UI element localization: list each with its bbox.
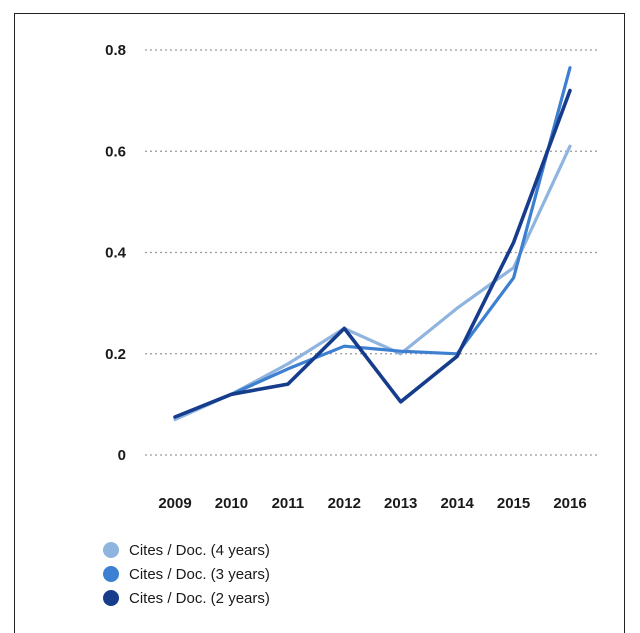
y-tick-label: 0.8 xyxy=(105,42,126,59)
x-tick-label: 2012 xyxy=(328,495,361,512)
x-tick-label: 2013 xyxy=(384,495,417,512)
legend-item: Cites / Doc. (2 years) xyxy=(103,586,403,610)
x-tick-label: 2009 xyxy=(158,495,191,512)
x-tick-label: 2015 xyxy=(497,495,530,512)
x-axis-ticks: 2009 2010 2011 2012 2013 2014 2015 2016 xyxy=(158,495,586,512)
chart-legend: Cites / Doc. (4 years) Cites / Doc. (3 ye… xyxy=(103,538,403,610)
x-tick-label: 2010 xyxy=(215,495,248,512)
x-tick-label: 2014 xyxy=(440,495,474,512)
y-axis-ticks: 0 0.2 0.4 0.6 0.8 xyxy=(105,42,127,464)
y-tick-label: 0.6 xyxy=(105,143,126,160)
x-tick-label: 2011 xyxy=(272,495,305,512)
legend-label: Cites / Doc. (3 years) xyxy=(129,566,270,583)
grid-lines xyxy=(145,50,598,455)
legend-label: Cites / Doc. (2 years) xyxy=(129,590,270,607)
y-tick-label: 0.2 xyxy=(105,346,126,363)
legend-item: Cites / Doc. (3 years) xyxy=(103,562,403,586)
series-lines xyxy=(175,68,570,420)
legend-swatch xyxy=(103,542,119,558)
y-tick-label: 0.4 xyxy=(105,245,127,262)
legend-label: Cites / Doc. (4 years) xyxy=(129,542,270,559)
series-line-3 xyxy=(175,91,570,418)
legend-swatch xyxy=(103,566,119,582)
legend-item: Cites / Doc. (4 years) xyxy=(103,538,403,562)
legend-swatch xyxy=(103,590,119,606)
y-tick-label: 0 xyxy=(118,447,126,464)
x-tick-label: 2016 xyxy=(553,495,586,512)
